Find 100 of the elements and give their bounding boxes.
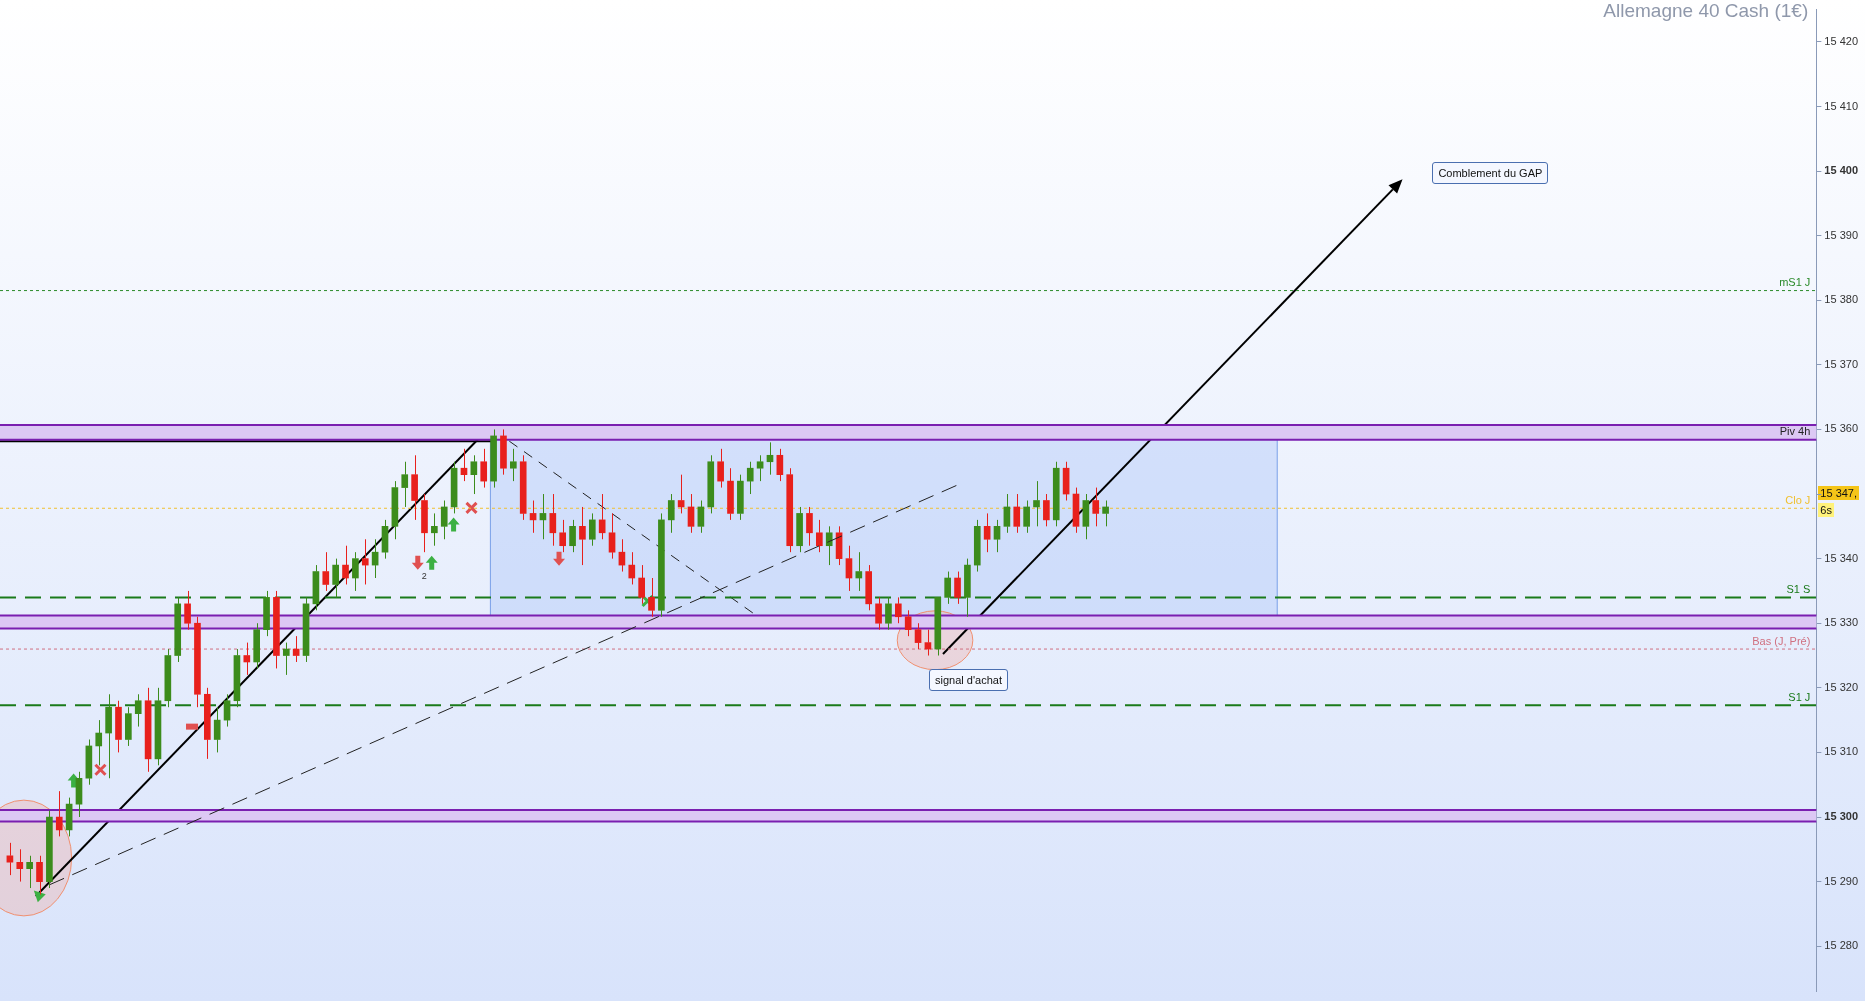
- candlestick: [993, 519, 1001, 553]
- candlestick: [36, 855, 43, 896]
- candlestick: [411, 454, 418, 521]
- candlestick: [825, 525, 833, 566]
- candlestick: [470, 454, 478, 495]
- candlestick: [569, 519, 576, 553]
- candlestick: [144, 687, 152, 773]
- candlestick: [1043, 493, 1050, 527]
- candlestick: [894, 596, 902, 624]
- candlestick: [361, 538, 369, 585]
- candlestick: [440, 500, 448, 540]
- candlestick: [1102, 500, 1109, 527]
- candlestick: [312, 564, 320, 611]
- candlestick: [282, 642, 290, 676]
- candlestick: [786, 467, 794, 553]
- candlestick: [164, 648, 172, 708]
- candlestick: [1092, 487, 1100, 527]
- annotation: 2: [421, 570, 427, 581]
- candlestick: [184, 590, 191, 631]
- candlestick: [381, 519, 389, 560]
- candlestick: [352, 551, 359, 592]
- candlestick: [934, 597, 942, 657]
- candlestick: [746, 461, 754, 495]
- candlestick: [717, 448, 724, 489]
- ref-line-label: Bas (J, Pré): [1752, 634, 1811, 647]
- y-tick-label: 15 320: [1824, 680, 1859, 693]
- y-tick-label: 15 360: [1824, 422, 1859, 435]
- candlestick: [95, 719, 103, 766]
- candlestick: [608, 512, 616, 560]
- y-tick-label: 15 340: [1824, 551, 1859, 564]
- candlestick: [598, 493, 606, 540]
- candlestick: [579, 506, 586, 566]
- y-tick-label: 15 400: [1824, 164, 1859, 177]
- candlestick: [342, 545, 349, 585]
- candlestick: [964, 558, 971, 618]
- annotation: Comblement du GAP: [1432, 161, 1549, 184]
- candlestick: [213, 706, 221, 753]
- candlestick: [273, 590, 280, 669]
- candlestick: [707, 454, 715, 514]
- candlestick: [174, 596, 182, 663]
- candlestick: [115, 700, 122, 753]
- candlestick: [194, 616, 201, 708]
- y-tick-label: 15 310: [1824, 745, 1859, 758]
- candlestick: [1033, 480, 1040, 527]
- candlestick: [1082, 493, 1090, 540]
- candlestick: [519, 454, 527, 521]
- ref-line-label: mS1 J: [1779, 276, 1811, 289]
- candlestick: [322, 551, 330, 592]
- candlestick: [973, 519, 981, 573]
- band-label: Piv 4h: [1779, 425, 1811, 438]
- candlestick: [46, 810, 53, 889]
- chart-title: Allemagne 40 Cash (1€): [1603, 0, 1809, 22]
- candlestick: [559, 519, 567, 553]
- text: 6s: [1818, 502, 1834, 517]
- y-tick-label: 15 380: [1824, 293, 1859, 306]
- candlestick: [1052, 461, 1060, 527]
- candlestick: [944, 571, 951, 605]
- candlestick: [796, 506, 803, 553]
- candlestick: [6, 842, 14, 876]
- y-tick-label: 15 290: [1824, 874, 1859, 887]
- candlestick: [727, 467, 734, 521]
- candlestick: [203, 687, 211, 760]
- candlestick: [1023, 500, 1030, 534]
- candlestick: [914, 622, 922, 650]
- candlestick: [480, 448, 488, 489]
- candlestick: [983, 512, 991, 553]
- candlestick: [332, 558, 339, 598]
- y-tick-label: 15 420: [1824, 34, 1859, 47]
- candlestick: [431, 512, 438, 547]
- ref-line-label: S1 S: [1786, 582, 1811, 595]
- candlestick: [1013, 493, 1021, 534]
- candlestick: [667, 493, 675, 534]
- candlestick: [154, 687, 162, 766]
- candlestick: [401, 461, 409, 508]
- candlestick: [638, 564, 645, 605]
- candlestick: [391, 480, 399, 540]
- candlestick: [776, 448, 784, 482]
- candlestick: [510, 448, 517, 482]
- candlestick: [134, 693, 142, 728]
- candlestick: [233, 648, 241, 708]
- candlestick: [105, 693, 112, 779]
- annotation: signal d'achat: [929, 668, 1008, 691]
- candlestick: [628, 551, 636, 585]
- candlestick: [954, 571, 961, 605]
- candlestick: [253, 622, 261, 669]
- text: 15 347,: [1818, 486, 1860, 501]
- candlestick: [885, 596, 892, 631]
- candlestick: [16, 848, 24, 883]
- candlestick: [125, 706, 132, 747]
- y-tick-label: 15 410: [1824, 99, 1859, 112]
- candlestick: [756, 454, 764, 482]
- candlestick: [904, 609, 912, 637]
- candlestick: [648, 577, 655, 618]
- candlestick: [588, 512, 596, 547]
- candlestick: [85, 738, 93, 786]
- candlestick: [1072, 487, 1080, 534]
- y-tick-label: 15 330: [1824, 616, 1859, 629]
- candlestick: [875, 596, 882, 631]
- y-tick-label: 15 280: [1824, 939, 1859, 952]
- candlestick: [421, 493, 428, 553]
